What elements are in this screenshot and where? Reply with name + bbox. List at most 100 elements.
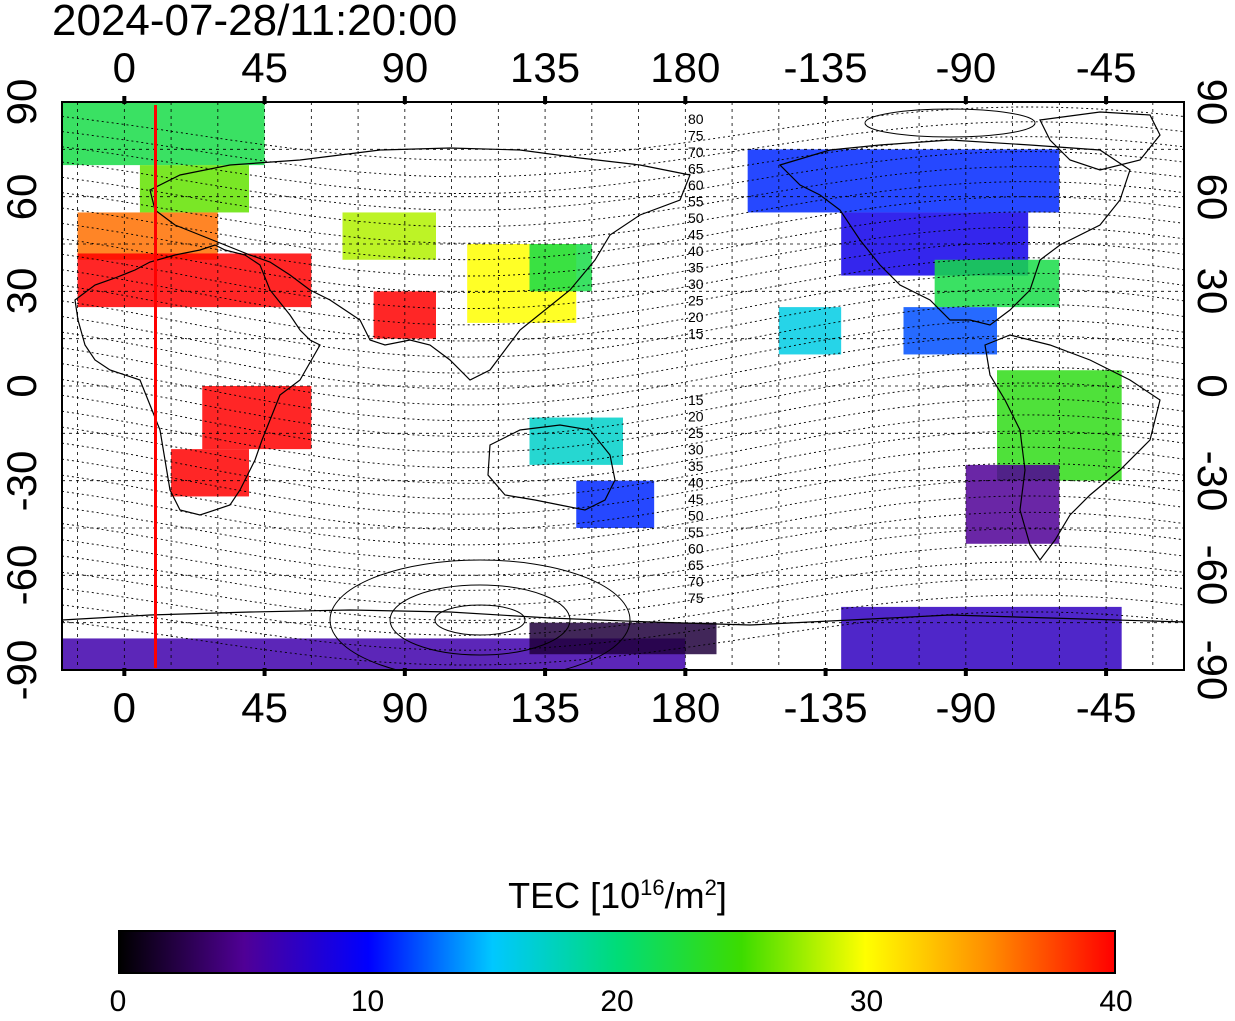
axis-tick-label: 135 [510,684,581,731]
tec-region [747,149,1060,213]
magnetic-latitude-contour [62,479,1184,546]
contour-label: 45 [688,227,704,243]
contour-label: 40 [688,475,704,491]
south-pole-contour [434,604,526,636]
contour-label: 50 [688,508,704,524]
magnetic-latitude-contour [62,121,1184,178]
axis-tick-label: 0 [112,44,137,91]
colorbar-tick-label: 10 [350,985,385,1018]
contour-label: 15 [688,326,704,342]
tec-region [171,449,249,497]
magnetic-latitude-contour [62,106,1184,161]
contour-label: 20 [688,309,704,325]
magnetic-latitude-contour [62,272,1184,342]
contour-label: 35 [688,260,704,276]
contour-label: 30 [688,442,704,458]
magnetic-latitude-contour [62,242,1184,310]
magnetic-latitude-contour [62,398,1184,469]
axis-tick-label: -90 [935,684,997,731]
axis-tick-label: 180 [650,684,721,731]
axis-tick-label: 30 [0,267,45,315]
tec-region [576,480,655,528]
contour-label: 40 [688,243,704,259]
magnetic-latitude-contour [62,303,1184,374]
tec-data-layer [62,102,1122,670]
coastline-europe-africa [74,244,321,516]
contour-label: 70 [688,144,704,160]
magnetic-latitude-contour [62,446,1184,515]
magnetic-latitude-contour [62,414,1184,484]
colorbar [118,930,1116,974]
contour-label: 60 [688,541,704,557]
coastline-greenland [1039,111,1161,171]
tec-region [62,102,265,166]
magnetic-latitude-contour [62,319,1184,390]
tec-map-figure: 8075706560555045403530252015152025303540… [61,96,1185,676]
tec-region [77,253,312,308]
axis-tick-label: 0 [112,684,137,731]
axis-tick-label: -30 [1189,450,1235,512]
magnetic-latitude-contour [62,136,1184,194]
contour-label: 75 [688,590,704,606]
colorbar-title-suffix: ] [716,875,727,916]
magnetic-latitude-contour [62,288,1184,358]
south-pole-contour [329,559,631,670]
magnetic-latitude-contour [62,495,1184,561]
map-frame [61,101,1185,671]
axis-tick-label: 45 [241,684,288,731]
axis-tick-label: 0 [0,374,45,398]
timestamp: 2024-07-28/11:20:00 [52,0,458,45]
contour-label: 75 [688,128,704,144]
colorbar-tick-label: 20 [600,985,634,1018]
contour-label: 80 [688,111,704,127]
contour-label: 55 [688,194,704,210]
coastline-asia [149,147,691,381]
coastline-antarctica [62,609,1184,626]
magnetic-latitude-contour [62,382,1184,453]
magnetic-latitude-contour [62,366,1184,437]
colorbar-title-prefix: TEC [10 [508,875,641,916]
axis-tick-label: 0 [1189,374,1235,398]
contour-label: 15 [688,392,704,408]
colorbar-title-exponent: 16 [640,875,665,900]
coastline-south-america [984,334,1161,562]
colorbar-tick-label: 0 [109,985,127,1018]
axis-tick-label: 90 [0,78,45,126]
tec-region [529,244,592,292]
axis-tick-label: 90 [381,44,429,91]
axis-tick-label: 60 [1189,173,1235,221]
axis-tick-label: -60 [1189,544,1235,606]
tec-region [139,165,249,213]
coastlines [62,111,1184,626]
tec-region [841,606,1122,670]
axis-tick-label: 45 [241,44,288,91]
axis-tick-label: 135 [510,44,581,91]
tec-region [778,307,842,355]
magnetic-latitude-contour [62,511,1184,576]
magnetic-latitude-contour [62,430,1184,500]
tec-region [903,307,997,355]
axis-tick-label: -90 [1189,639,1235,701]
contour-label: 20 [688,409,704,425]
contour-label: 50 [688,210,704,226]
coastline-australia [487,424,616,511]
contour-label: 45 [688,491,704,507]
contour-label: 70 [688,574,704,590]
axis-tick-label: -30 [0,450,45,512]
magnetic-latitude-contour [62,611,1184,666]
colorbar-tick-label: 40 [1099,985,1133,1018]
tec-region [342,212,436,260]
coastline-north-america [778,139,1131,326]
axis-tick-label: 60 [0,173,45,221]
magnetic-latitude-contours [62,106,1184,670]
north-pole-contour [864,108,1036,138]
axis-tick-label: -90 [0,639,45,701]
axis-tick-label: -60 [0,544,45,606]
axis-tick-label: -135 [783,44,868,91]
grid-lines [62,102,1184,670]
contour-label: 30 [688,276,704,292]
magnetic-latitude-contour [62,211,1184,277]
contour-label: 60 [688,177,704,193]
magnetic-latitude-contour [62,462,1184,530]
magnetic-latitude-contour [62,528,1184,591]
